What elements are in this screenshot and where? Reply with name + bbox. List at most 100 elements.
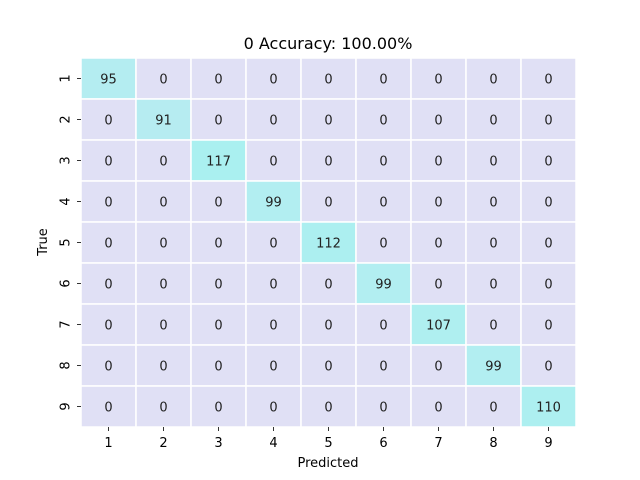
- cell-value-3-5: 0: [324, 155, 332, 170]
- y-tick-label: 2: [59, 115, 74, 123]
- heatmap-cell-3-4: [245, 139, 302, 182]
- cell-value-8-4: 0: [269, 360, 277, 375]
- cell-value-7-7: 107: [426, 319, 451, 334]
- y-axis-ticks: 1 2 3 4 5 6 7 8 9: [59, 74, 81, 411]
- x-axis-label: Predicted: [297, 456, 358, 471]
- cell-value-2-1: 0: [104, 114, 112, 129]
- heatmap-cell-8-6: [355, 344, 412, 387]
- heatmap-cell-1-6: [355, 57, 412, 100]
- cell-value-7-3: 0: [214, 319, 222, 334]
- cell-value-5-7: 0: [434, 237, 442, 252]
- cell-value-3-9: 0: [544, 155, 552, 170]
- cell-value-8-3: 0: [214, 360, 222, 375]
- y-tick-label: 5: [59, 238, 74, 246]
- cell-value-1-6: 0: [379, 73, 387, 88]
- y-tick-label: 4: [59, 197, 74, 205]
- cell-value-9-5: 0: [324, 401, 332, 416]
- x-tick-label: 5: [324, 436, 332, 451]
- cell-value-9-2: 0: [159, 401, 167, 416]
- heatmap-cell-6-6: [355, 262, 412, 305]
- cell-value-3-3: 117: [206, 155, 231, 170]
- cell-value-3-2: 0: [159, 155, 167, 170]
- cell-value-7-8: 0: [489, 319, 497, 334]
- heatmap-cell-8-9: [520, 344, 577, 387]
- cell-value-2-4: 0: [269, 114, 277, 129]
- cell-value-6-7: 0: [434, 278, 442, 293]
- chart-title: 0 Accuracy: 100.00%: [244, 34, 413, 53]
- x-tick-label: 3: [214, 436, 222, 451]
- cell-value-4-9: 0: [544, 196, 552, 211]
- heatmap-cell-6-3: [190, 262, 247, 305]
- cell-value-1-4: 0: [269, 73, 277, 88]
- heatmap-cell-6-4: [245, 262, 302, 305]
- cell-value-7-5: 0: [324, 319, 332, 334]
- heatmap-cell-7-2: [135, 303, 192, 346]
- cell-value-5-1: 0: [104, 237, 112, 252]
- y-tick-label: 7: [59, 320, 74, 328]
- cell-value-9-8: 0: [489, 401, 497, 416]
- cell-value-7-1: 0: [104, 319, 112, 334]
- heatmap-cell-6-9: [520, 262, 577, 305]
- heatmap-cell-2-9: [520, 98, 577, 141]
- cell-value-3-8: 0: [489, 155, 497, 170]
- cell-value-2-9: 0: [544, 114, 552, 129]
- heatmap-cell-3-5: [300, 139, 357, 182]
- y-tick-label: 1: [59, 74, 74, 82]
- cell-value-6-1: 0: [104, 278, 112, 293]
- heatmap-cell-3-1: [80, 139, 137, 182]
- heatmap-cell-labels: 95 0 0 0 0 0 0 0 0 0 91 0 0 0 0 0 0 0 0 0 117 0 0 0 0 0 0 0 0 0 99 0 0 0 0…: [100, 73, 561, 416]
- cell-value-1-5: 0: [324, 73, 332, 88]
- x-tick-label: 2: [159, 436, 167, 451]
- heatmap-cell-8-1: [80, 344, 137, 387]
- heatmap-cell-2-3: [190, 98, 247, 141]
- cell-value-8-1: 0: [104, 360, 112, 375]
- heatmap-cell-8-5: [300, 344, 357, 387]
- cell-value-5-2: 0: [159, 237, 167, 252]
- cell-value-6-5: 0: [324, 278, 332, 293]
- heatmap-cell-2-7: [410, 98, 467, 141]
- x-tick-label: 8: [489, 436, 497, 451]
- y-tick-label: 8: [59, 361, 74, 369]
- cell-value-4-7: 0: [434, 196, 442, 211]
- heatmap-cell-5-1: [80, 221, 137, 264]
- heatmap-cell-9-6: [355, 385, 412, 428]
- heatmap-cell-7-5: [300, 303, 357, 346]
- cell-value-3-7: 0: [434, 155, 442, 170]
- cell-value-5-5: 112: [316, 237, 341, 252]
- heatmap-cell-9-7: [410, 385, 467, 428]
- cell-value-3-4: 0: [269, 155, 277, 170]
- y-tick-label: 9: [59, 402, 74, 410]
- heatmap-cell-1-8: [465, 57, 522, 100]
- heatmap-cell-3-2: [135, 139, 192, 182]
- heatmap-cell-7-1: [80, 303, 137, 346]
- cell-value-9-9: 110: [536, 401, 561, 416]
- x-axis-ticks: 1 2 3 4 5 6 7 8 9: [104, 427, 553, 451]
- cell-value-1-1: 95: [100, 73, 117, 88]
- cell-value-7-4: 0: [269, 319, 277, 334]
- cell-value-8-8: 99: [485, 360, 502, 375]
- cell-value-9-4: 0: [269, 401, 277, 416]
- cell-value-4-1: 0: [104, 196, 112, 211]
- cell-value-5-9: 0: [544, 237, 552, 252]
- cell-value-2-7: 0: [434, 114, 442, 129]
- heatmap-cell-3-3: [190, 139, 247, 182]
- heatmap-cell-9-3: [190, 385, 247, 428]
- cell-value-1-7: 0: [434, 73, 442, 88]
- heatmap-cell-8-3: [190, 344, 247, 387]
- cell-value-9-3: 0: [214, 401, 222, 416]
- heatmap-cell-9-5: [300, 385, 357, 428]
- heatmap-cell-7-7: [410, 303, 467, 346]
- heatmap-cell-6-8: [465, 262, 522, 305]
- cell-value-6-2: 0: [159, 278, 167, 293]
- cell-value-1-9: 0: [544, 73, 552, 88]
- heatmap-cells: [80, 57, 577, 428]
- heatmap-cell-4-4: [245, 180, 302, 223]
- cell-value-1-2: 0: [159, 73, 167, 88]
- heatmap-cell-4-2: [135, 180, 192, 223]
- heatmap-cell-5-6: [355, 221, 412, 264]
- heatmap-cell-5-9: [520, 221, 577, 264]
- cell-value-6-9: 0: [544, 278, 552, 293]
- cell-value-2-5: 0: [324, 114, 332, 129]
- cell-value-7-2: 0: [159, 319, 167, 334]
